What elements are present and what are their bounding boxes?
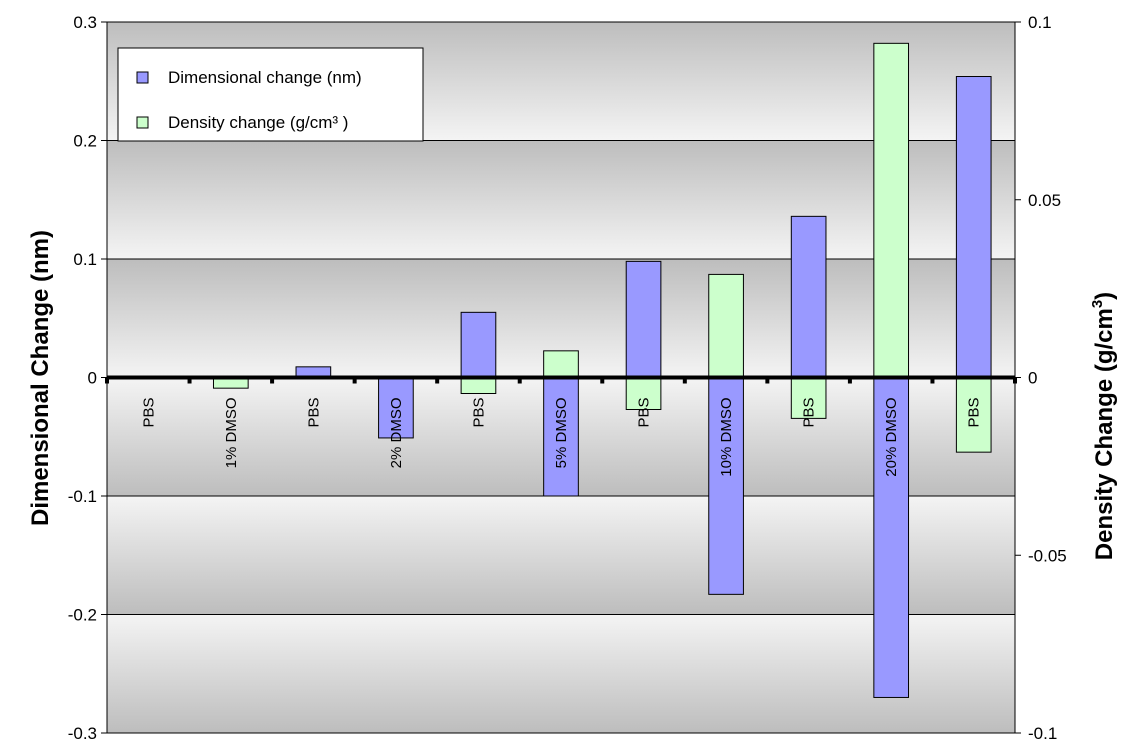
legend-box: [117, 47, 424, 142]
right-axis-title-close: ): [1091, 292, 1118, 300]
category-label: 1% DMSO: [223, 398, 240, 469]
zero-axis: [105, 375, 1017, 384]
left-axis-title: Dimensional Change (nm): [27, 230, 54, 526]
right-tick-label: -0.05: [1028, 546, 1067, 565]
left-tick-label: -0.2: [68, 606, 97, 625]
bar-dimensional-change: [873, 377, 910, 698]
bar-dimensional-change: [460, 311, 497, 379]
right-axis-title-main: Density Change (g/cm: [1091, 308, 1118, 560]
bars: [212, 42, 992, 698]
bar-density-change: [460, 377, 497, 394]
left-tick-label: 0.3: [73, 13, 97, 32]
bar-dimensional-change: [790, 215, 827, 378]
left-tick-label: 0.1: [73, 250, 97, 269]
right-tick-label: 0: [1028, 369, 1037, 388]
category-label: 2% DMSO: [388, 398, 405, 469]
bar-density-change: [708, 273, 744, 378]
left-tick-label: -0.3: [68, 724, 97, 740]
legend-swatch-density: [136, 116, 149, 129]
right-tick-label: 0.1: [1028, 13, 1052, 32]
bar-dimensional-change: [955, 76, 992, 378]
category-label: PBS: [801, 398, 818, 428]
bar-dimensional-change: [625, 260, 662, 378]
right-axis-title: Density Change (g/cm3): [1089, 292, 1118, 560]
category-label: 10% DMSO: [718, 398, 735, 477]
bar-density-change: [790, 377, 827, 419]
category-label: PBS: [636, 398, 653, 428]
legend: Dimensional change (nm) Density change (…: [117, 47, 424, 142]
left-tick-label: -0.1: [68, 487, 97, 506]
plot-band: [107, 614, 1015, 733]
right-axis-title-superscript: 3: [1089, 300, 1106, 308]
category-label: 5% DMSO: [553, 398, 570, 469]
bar-dimensional-change: [708, 377, 744, 595]
legend-swatch-dimensional: [136, 71, 149, 84]
left-tick-label: 0: [88, 369, 97, 388]
plot-band: [107, 140, 1015, 259]
right-tick-label: -0.1: [1028, 724, 1057, 740]
category-labels: PBS 1% DMSO PBS 2% DMSO PBS 5% DMSO PBS 10% DMS…: [140, 398, 982, 477]
category-label: 20% DMSO: [883, 398, 900, 477]
category-label: PBS: [470, 398, 487, 428]
bar-dimensional-change: [378, 377, 414, 439]
right-tick-label: 0.05: [1028, 191, 1061, 210]
category-label: PBS: [305, 398, 322, 428]
right-axis-ticks: -0.1 -0.05 0 0.05 0.1: [1015, 13, 1067, 740]
plot-band: [107, 496, 1015, 615]
legend-label-density: Density change (g/cm³ ): [168, 113, 348, 132]
category-label: PBS: [966, 398, 983, 428]
bar-dimensional-change: [543, 377, 579, 497]
category-label: PBS: [140, 398, 157, 428]
bar-density-change: [873, 42, 910, 379]
left-tick-label: 0.2: [73, 132, 97, 151]
left-axis-ticks: -0.3 -0.2 -0.1 0 0.1 0.2 0.3: [68, 13, 107, 740]
legend-label-dimensional: Dimensional change (nm): [168, 68, 362, 87]
bar-density-change: [543, 350, 579, 378]
